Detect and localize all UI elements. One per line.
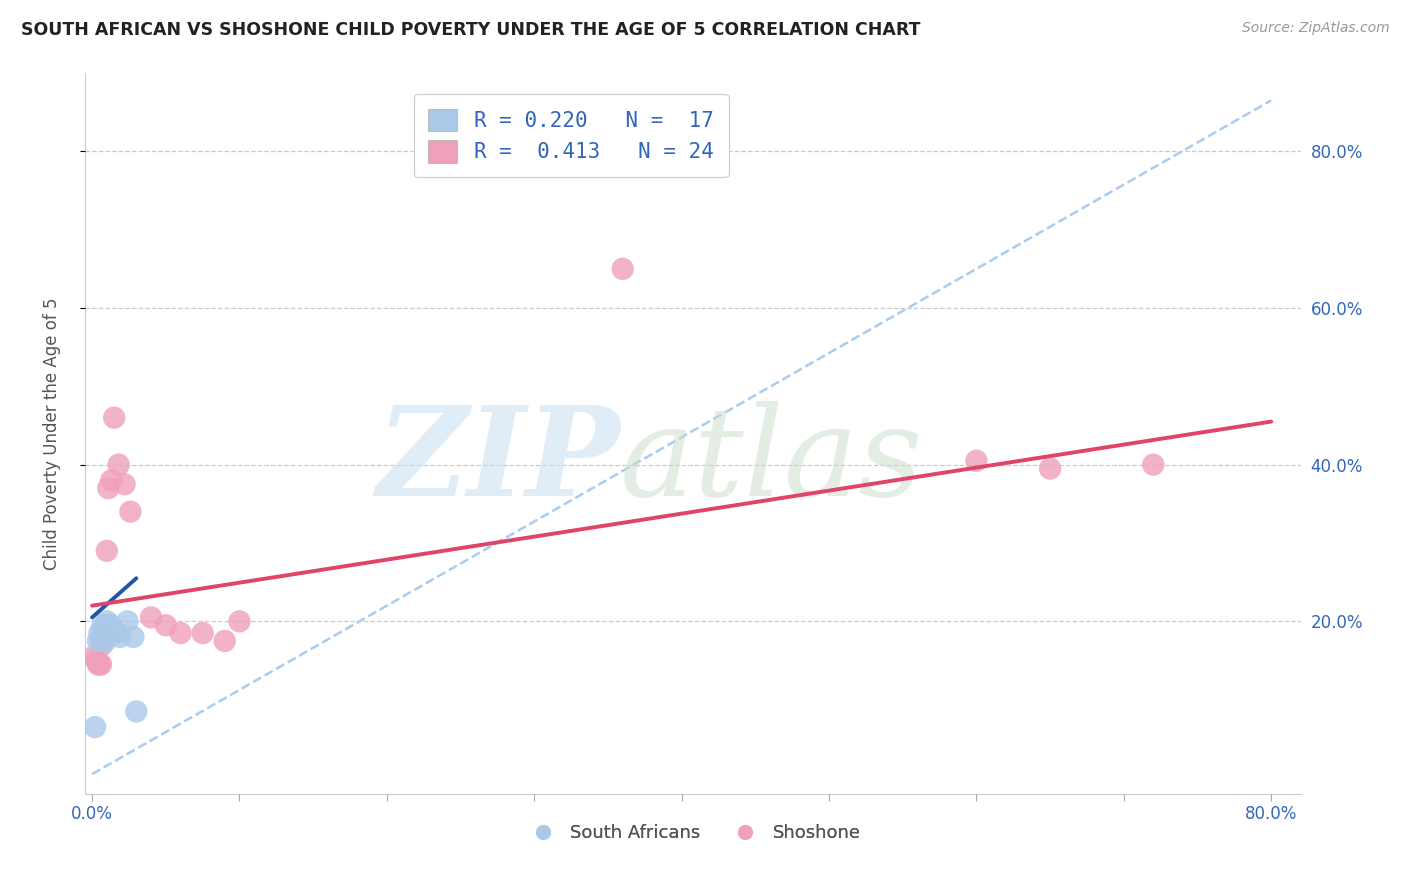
Point — [87, 634, 110, 648]
Point — [108, 630, 131, 644]
Point — [214, 634, 236, 648]
Point — [612, 261, 634, 276]
Point — [965, 454, 987, 468]
Point — [93, 630, 115, 644]
Point — [100, 618, 122, 632]
Point — [83, 649, 105, 664]
Point — [97, 618, 120, 632]
Y-axis label: Child Poverty Under the Age of 5: Child Poverty Under the Age of 5 — [44, 297, 60, 570]
Point — [155, 618, 177, 632]
Point — [139, 610, 162, 624]
Text: Source: ZipAtlas.com: Source: ZipAtlas.com — [1241, 21, 1389, 35]
Point — [105, 626, 128, 640]
Point — [90, 657, 112, 672]
Point — [107, 458, 129, 472]
Point — [103, 626, 125, 640]
Point — [191, 626, 214, 640]
Legend: South Africans, Shoshone: South Africans, Shoshone — [517, 817, 868, 849]
Point — [87, 657, 110, 672]
Point — [86, 653, 108, 667]
Point — [96, 615, 118, 629]
Point — [100, 473, 122, 487]
Point — [98, 626, 121, 640]
Point — [97, 481, 120, 495]
Point — [89, 626, 111, 640]
Point — [1039, 461, 1062, 475]
Point — [84, 720, 107, 734]
Point — [91, 638, 114, 652]
Point — [114, 477, 136, 491]
Point — [93, 626, 115, 640]
Point — [89, 657, 111, 672]
Point — [125, 705, 148, 719]
Point — [96, 544, 118, 558]
Point — [90, 634, 112, 648]
Point — [117, 615, 139, 629]
Point — [103, 410, 125, 425]
Point — [122, 630, 145, 644]
Point — [94, 634, 117, 648]
Point — [91, 618, 114, 632]
Point — [1142, 458, 1164, 472]
Point — [120, 505, 142, 519]
Text: SOUTH AFRICAN VS SHOSHONE CHILD POVERTY UNDER THE AGE OF 5 CORRELATION CHART: SOUTH AFRICAN VS SHOSHONE CHILD POVERTY … — [21, 21, 921, 38]
Text: atlas: atlas — [620, 401, 924, 523]
Text: ZIP: ZIP — [375, 401, 620, 523]
Point — [169, 626, 191, 640]
Point — [228, 615, 250, 629]
